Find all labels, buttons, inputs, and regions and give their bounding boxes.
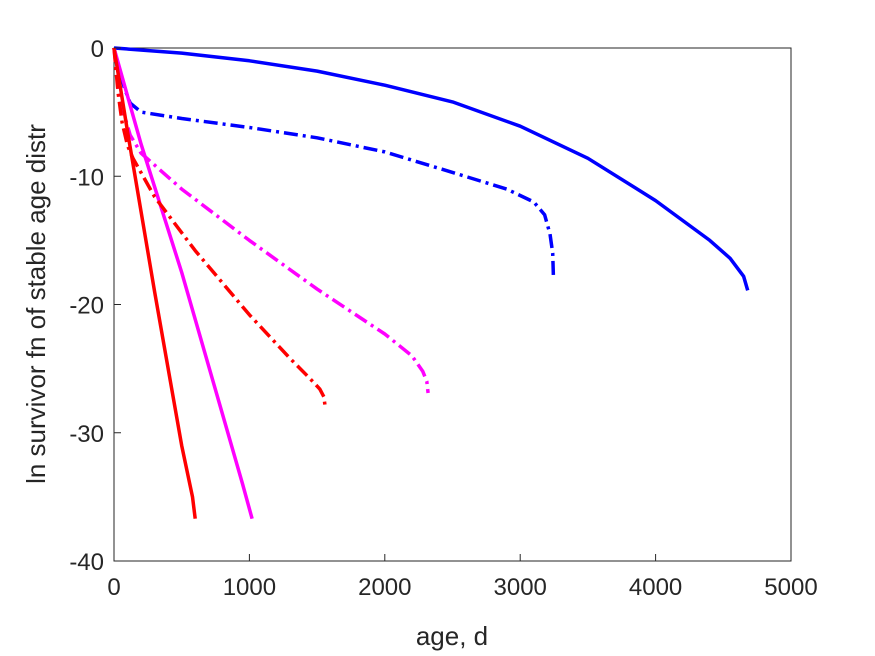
x-tick-label: 2000 (358, 574, 411, 601)
series-layer (112, 46, 750, 520)
y-tick-label: -40 (69, 549, 104, 576)
series-line-5 (112, 47, 197, 519)
x-tick-label: 0 (107, 574, 120, 601)
x-tick-label: 5000 (764, 574, 817, 601)
y-tick-label: -10 (69, 164, 104, 191)
y-tick-label: -20 (69, 293, 104, 320)
x-tick-label: 4000 (629, 574, 682, 601)
series-line-3 (112, 47, 254, 520)
x-axis-label: age, d (416, 621, 488, 651)
plot-area (113, 47, 792, 562)
y-tick-label: -30 (69, 421, 104, 448)
y-axis-label: ln survivor fn of stable age distr (21, 124, 51, 484)
y-tick-label: 0 (91, 36, 104, 63)
x-tick-label: 3000 (494, 574, 547, 601)
tick-layer: 0 1000 2000 3000 4000 5000 0 -10 -20 -30 -40 (69, 36, 817, 601)
series-line-6 (112, 47, 327, 408)
series-line-1 (113, 46, 750, 291)
x-tick-label: 1000 (223, 574, 276, 601)
